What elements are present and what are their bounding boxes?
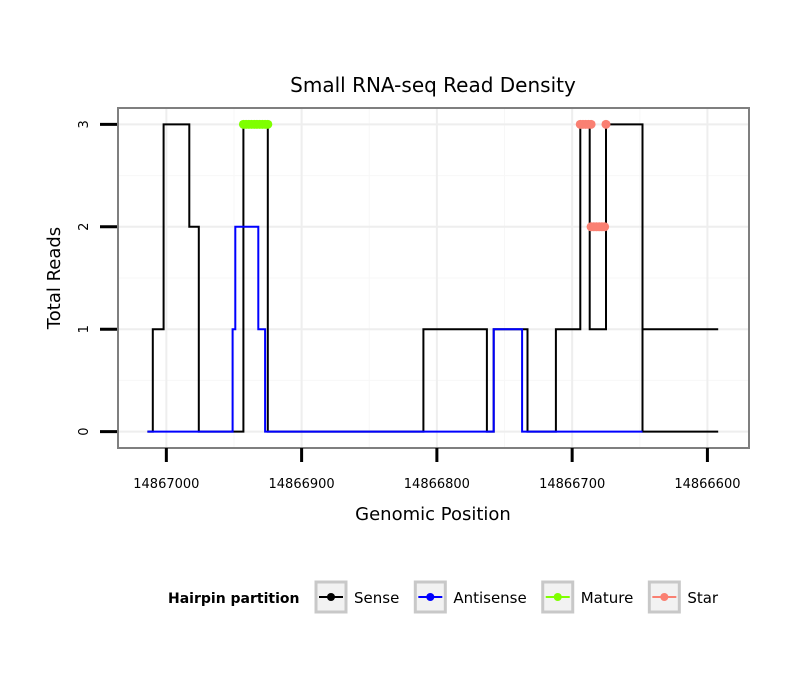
series-line-sense (147, 123, 719, 433)
legend-label-star: Star (687, 589, 719, 607)
y-tick-label-0: 0 (77, 427, 92, 435)
x-tick-label-4: 14866600 (674, 477, 740, 492)
legend-dot-antisense (426, 593, 435, 601)
point-mature-9 (263, 119, 273, 129)
y-tick-label-1: 1 (77, 325, 92, 333)
grid-lines (119, 109, 748, 447)
plot-panel-border (117, 107, 750, 449)
legend-dot-sense (327, 593, 335, 601)
legend-label-antisense: Antisense (453, 589, 526, 607)
legend-title: Hairpin partition (168, 591, 299, 607)
legend-dot-mature (553, 593, 562, 601)
point-star-11 (600, 222, 610, 232)
legend-label-mature: Mature (581, 589, 634, 607)
y-axis-label: Total Reads (44, 227, 65, 330)
y-tick-label-2: 2 (77, 223, 92, 231)
x-tick-label-3: 14866700 (539, 477, 605, 492)
legend-label-sense: Sense (354, 589, 399, 607)
point-star-4 (586, 119, 596, 129)
x-tick-label-1: 14866900 (269, 477, 335, 492)
chart-title: Small RNA-seq Read Density (290, 73, 576, 97)
x-tick-label-0: 14867000 (133, 477, 199, 492)
y-tick-label-3: 3 (77, 120, 92, 128)
y-axis: 0 1 2 3 (77, 120, 117, 436)
x-tick-label-2: 14866800 (404, 477, 470, 492)
x-axis-label: Genomic Position (355, 504, 511, 525)
series-line-antisense (147, 225, 643, 433)
legend: Hairpin partition Sense Antisense Mature St… (168, 580, 719, 614)
x-axis: 14867000 14866900 14866800 14866700 14866600 (133, 448, 741, 492)
point-star-5 (601, 119, 611, 129)
legend-entries: Sense Antisense Mature Star (314, 580, 719, 614)
legend-dot-star (660, 593, 669, 601)
series-group (147, 119, 719, 433)
